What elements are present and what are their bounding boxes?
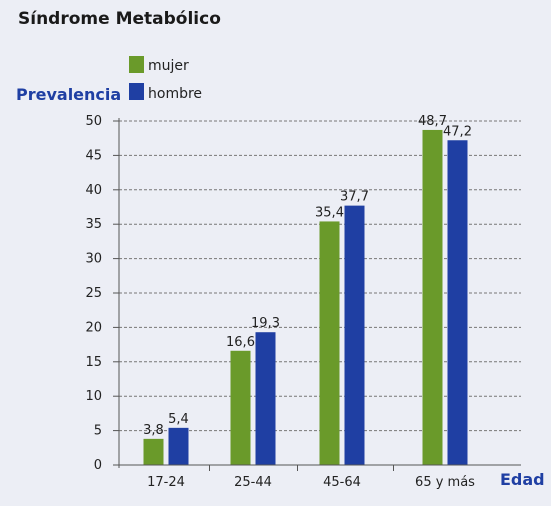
bar-mujer-25-44 bbox=[230, 350, 251, 465]
x-tick-label-45-64: 45-64 bbox=[323, 475, 361, 490]
chart-title: Síndrome Metabólico bbox=[18, 9, 221, 29]
bar-mujer-45-64 bbox=[319, 221, 340, 465]
y-tick-label-35: 35 bbox=[85, 217, 102, 232]
bars: 3,8 5,4 16,6 19,3 35,437,7 48,747,2 bbox=[143, 114, 472, 466]
data-label-mujer-25-44: 16,6 bbox=[226, 335, 255, 350]
y-tick-label-40: 40 bbox=[85, 183, 102, 198]
y-tick-label-45: 45 bbox=[85, 148, 102, 163]
bar-hombre-17-24 bbox=[168, 427, 189, 465]
bar-hombre-25-44 bbox=[255, 332, 276, 465]
y-tick-label-20: 20 bbox=[85, 320, 102, 335]
legend-swatch-mujer bbox=[129, 56, 144, 73]
legend-label-mujer: mujer bbox=[148, 58, 189, 74]
legend-label-hombre: hombre bbox=[148, 86, 202, 102]
x-axis-ticks: 17-24 25-44 45-64 65 y más bbox=[147, 465, 475, 490]
data-label-mujer-65-y-más: 48,7 bbox=[418, 114, 447, 129]
x-tick-label-65-y-más: 65 y más bbox=[415, 475, 475, 490]
data-label-hombre-17-24: 5,4 bbox=[168, 412, 189, 427]
data-label-hombre-45-64: 37,7 bbox=[340, 190, 369, 205]
bar-hombre-65-y-más bbox=[447, 140, 468, 466]
x-tick-label-25-44: 25-44 bbox=[234, 475, 272, 490]
data-label-mujer-45-64: 35,4 bbox=[315, 205, 344, 220]
y-tick-label-50: 50 bbox=[85, 114, 102, 129]
data-label-mujer-17-24: 3,8 bbox=[143, 423, 164, 438]
y-tick-label-5: 5 bbox=[94, 424, 102, 439]
x-tick-label-17-24: 17-24 bbox=[147, 475, 185, 490]
data-label-hombre-25-44: 19,3 bbox=[251, 316, 280, 331]
bar-hombre-45-64 bbox=[344, 205, 365, 465]
y-tick-label-15: 15 bbox=[85, 355, 102, 370]
y-axis-ticks: 0 5 10 15 20 25 30 35 40 45 50 bbox=[85, 114, 119, 473]
bar-mujer-65-y-más bbox=[422, 129, 443, 465]
y-tick-label-0: 0 bbox=[94, 458, 102, 473]
y-tick-label-10: 10 bbox=[85, 389, 102, 404]
x-axis-label: Edad bbox=[500, 470, 545, 489]
data-label-hombre-65-y-más: 47,2 bbox=[443, 124, 472, 139]
y-axis-label: Prevalencia bbox=[16, 85, 121, 104]
y-tick-label-30: 30 bbox=[85, 252, 102, 267]
legend-swatch-hombre bbox=[129, 83, 144, 100]
legend: mujer hombre bbox=[129, 56, 202, 102]
bar-mujer-17-24 bbox=[143, 438, 164, 465]
y-tick-label-25: 25 bbox=[85, 286, 102, 301]
